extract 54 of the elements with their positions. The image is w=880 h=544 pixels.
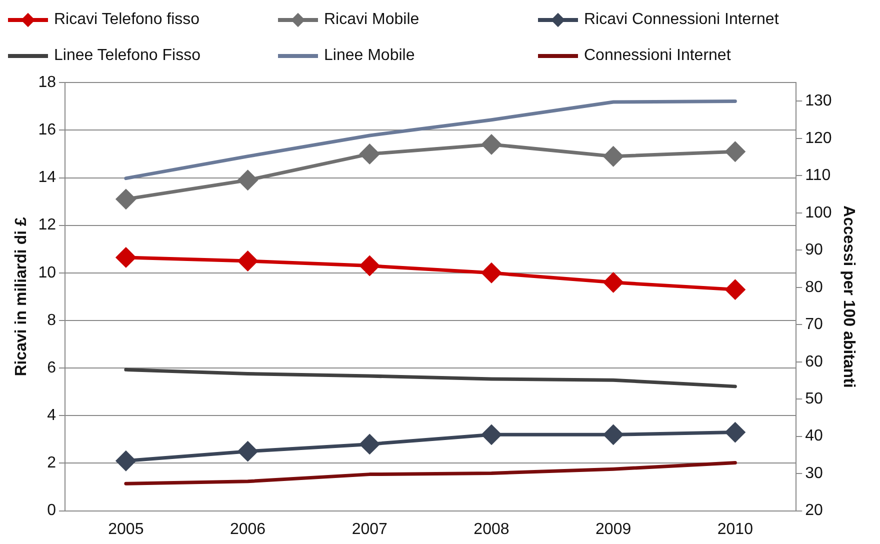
y2-tick-label: 90 [805, 242, 824, 259]
point [238, 170, 258, 190]
legend-label: Ricavi Telefono fisso [54, 11, 200, 29]
y2-axis-title: Accessi per 100 abitanti [840, 206, 857, 388]
point [116, 248, 136, 268]
point [116, 189, 136, 209]
legend-label: Ricavi Mobile [324, 11, 420, 29]
x-tick-label: 2007 [352, 520, 388, 538]
legend-label: Connessioni Internet [584, 47, 731, 65]
point [116, 451, 136, 471]
legend-label: Linee Telefono Fisso [54, 47, 200, 65]
y2-tick-label: 20 [805, 502, 824, 520]
point [725, 280, 745, 300]
y2-tick-label: 60 [805, 353, 824, 370]
point [238, 251, 258, 271]
y-tick-label: 14 [38, 169, 56, 186]
point [360, 434, 380, 454]
y-tick-label: 16 [38, 122, 56, 139]
point [482, 134, 502, 154]
y-tick-label: 6 [47, 359, 56, 376]
legend-label: Linee Mobile [324, 47, 415, 65]
x-tick-label: 2010 [717, 520, 754, 538]
y2-tick-label: 70 [805, 316, 824, 334]
point [604, 272, 624, 292]
y2-tick-label: 130 [805, 92, 832, 110]
y2-tick-label: 80 [805, 278, 824, 296]
y2-tick-label: 110 [805, 167, 831, 184]
point [604, 424, 624, 444]
point [360, 144, 380, 164]
y2-tick-label: 100 [805, 204, 832, 222]
x-tick-label: 2009 [596, 520, 632, 538]
point [482, 424, 502, 444]
point [360, 256, 380, 276]
point [482, 263, 502, 283]
y-tick-label: 8 [47, 312, 56, 329]
y2-tick-label: 50 [805, 390, 824, 408]
point [604, 146, 624, 166]
y-tick-label: 18 [38, 74, 56, 92]
x-tick-label: 2008 [474, 520, 510, 538]
y-tick-label: 10 [38, 264, 56, 282]
y-axis-title: Ricavi in miliardi di £ [13, 217, 30, 376]
x-tick-label: 2005 [108, 520, 144, 538]
y-tick-label: 2 [47, 454, 56, 472]
point [725, 422, 745, 442]
y2-tick-label: 120 [805, 130, 832, 147]
y2-tick-label: 40 [805, 428, 824, 445]
y-tick-label: 0 [47, 502, 56, 520]
legend-label: Ricavi Connessioni Internet [584, 11, 779, 29]
point [238, 442, 258, 462]
x-tick-label: 2006 [230, 520, 266, 538]
y-tick-label: 12 [38, 216, 56, 234]
y2-tick-label: 30 [805, 464, 824, 482]
y-tick-label: 4 [47, 407, 56, 424]
point [725, 142, 745, 162]
